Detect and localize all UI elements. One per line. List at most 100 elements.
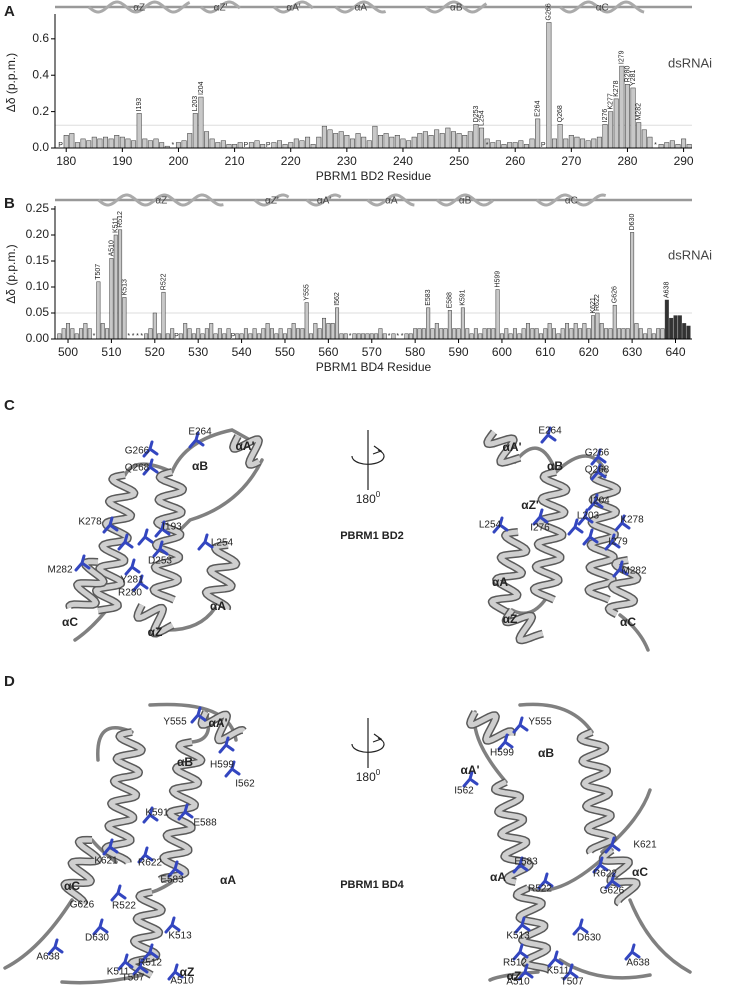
- x-tick-label: 270: [561, 154, 581, 168]
- bar: [343, 333, 348, 340]
- bar: [660, 328, 665, 340]
- side-chain: [167, 860, 184, 878]
- residue-label: T507: [561, 977, 584, 988]
- helix-coil: [366, 193, 415, 207]
- bar: [356, 333, 361, 340]
- residue-marker: *: [388, 333, 391, 340]
- helix-ribbon: [151, 469, 186, 603]
- residue-label: Y281: [120, 575, 144, 586]
- rotation-label: 1800: [356, 768, 381, 784]
- bar: [80, 138, 86, 149]
- bar: [157, 333, 162, 340]
- helix-label: αB: [538, 746, 554, 760]
- bar: [103, 136, 109, 149]
- side-chain: [132, 574, 149, 592]
- x-tick-label: 500: [58, 345, 78, 359]
- bar: [57, 333, 62, 340]
- bar: [222, 333, 227, 340]
- side-chain: [604, 836, 621, 854]
- residue-label: K591: [145, 808, 169, 819]
- bar-annotation: R622: [594, 294, 601, 311]
- residue-marker: P: [231, 333, 236, 340]
- bar-annotation: R280: [624, 65, 631, 82]
- side-chain: [47, 938, 64, 956]
- helix-label: αA': [236, 439, 255, 453]
- y-tick-label: 0.20: [26, 227, 50, 241]
- bar: [417, 133, 423, 149]
- side-chain: [592, 856, 609, 874]
- y-tick-label: 0.2: [32, 104, 49, 118]
- bar: [100, 323, 105, 340]
- bar-annotation: T507: [95, 264, 102, 280]
- residue-marker: *: [654, 142, 657, 149]
- side-chain: [537, 872, 554, 890]
- bar-annotation: R512: [117, 211, 124, 228]
- bar: [507, 142, 513, 149]
- bar-annotation: I276: [602, 109, 609, 123]
- bar: [235, 333, 240, 340]
- y-tick-label: 0.0: [32, 140, 49, 154]
- bar: [582, 323, 587, 340]
- residue-label: G266: [585, 448, 610, 459]
- bar: [269, 328, 274, 340]
- helix-coil: [334, 0, 387, 14]
- bar: [296, 328, 300, 340]
- x-tick-label: 560: [318, 345, 338, 359]
- residue-label: R280: [118, 588, 142, 599]
- residue-label: K513: [506, 931, 530, 942]
- bar: [209, 323, 214, 340]
- bar: [557, 124, 563, 149]
- side-chain: [512, 943, 529, 961]
- bar: [456, 133, 462, 149]
- bar: [565, 323, 570, 340]
- rotation-arrow-c: [351, 430, 385, 490]
- side-chain: [152, 540, 169, 558]
- helix-ribbon: [578, 729, 616, 854]
- helix-label: αC: [62, 615, 78, 629]
- bar: [187, 328, 192, 340]
- bar: [204, 131, 210, 149]
- bar: [148, 328, 153, 340]
- y-axis-label: Δδ (p.p.m.): [4, 53, 18, 112]
- residue-marker: *: [136, 333, 139, 340]
- helix-ribbon: [62, 837, 101, 905]
- residue-label: A638: [36, 952, 60, 963]
- y-tick-label: 0.6: [32, 31, 49, 45]
- bar: [293, 138, 299, 149]
- structure-title: PBRM1 BD2: [340, 530, 404, 542]
- bar: [291, 323, 296, 340]
- bar: [372, 125, 378, 149]
- bar: [355, 133, 361, 149]
- residue-label: G626: [70, 900, 95, 911]
- residue-marker: P: [58, 142, 63, 149]
- residue-label: R522: [528, 884, 552, 895]
- panel-label: D: [4, 673, 15, 690]
- helix-ribbon: [484, 430, 521, 466]
- bar: [400, 138, 406, 149]
- bar: [664, 142, 670, 149]
- bar: [382, 333, 387, 340]
- x-tick-label: 280: [617, 154, 637, 168]
- bar: [525, 323, 530, 340]
- bar: [344, 135, 350, 149]
- x-tick-label: 550: [275, 345, 295, 359]
- helix-coil: [424, 0, 488, 14]
- bar: [580, 138, 586, 149]
- bar: [681, 138, 687, 149]
- bar: [299, 140, 305, 149]
- bar: [192, 113, 198, 149]
- helix-label: αA': [461, 763, 480, 777]
- residue-label: K278: [620, 515, 644, 526]
- bar: [248, 333, 253, 340]
- bar: [495, 140, 501, 149]
- x-axis-label: PBRM1 BD4 Residue: [316, 360, 432, 374]
- residue-label: M282: [47, 565, 72, 576]
- bar: [417, 328, 422, 340]
- bar: [114, 135, 120, 149]
- bar: [490, 142, 496, 149]
- bar: [287, 328, 292, 340]
- residue-label: E264: [188, 427, 212, 438]
- bar: [552, 138, 557, 149]
- helix-label: αA: [220, 873, 236, 887]
- helix-label: αA: [210, 599, 226, 613]
